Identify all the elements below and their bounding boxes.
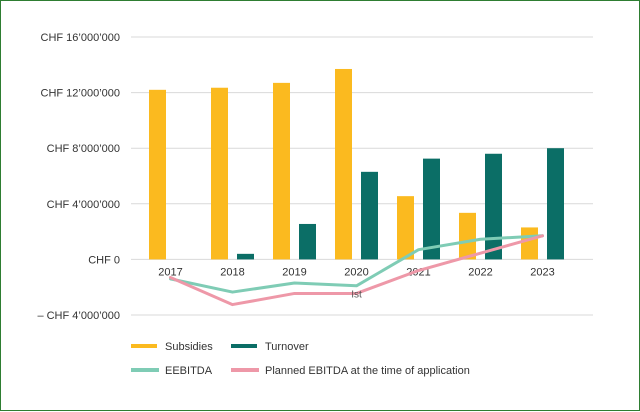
bar-turnover-2018	[237, 253, 254, 260]
bar-turnover-2023	[547, 148, 564, 260]
y-tick-label: CHF 0	[88, 254, 120, 266]
bar-subsidies-2018	[211, 87, 228, 260]
x-tick-label: 2020	[344, 266, 368, 278]
y-tick-label: CHF 12’000’000	[41, 88, 121, 100]
y-tick-label: CHF 8’000’000	[47, 143, 120, 155]
x-tick-label: 2017	[158, 266, 182, 278]
bar-turnover-2020	[361, 171, 378, 260]
y-tick-label: – CHF 4’000’000	[37, 310, 120, 322]
legend-label: EEBITDA	[165, 365, 213, 377]
bar-turnover-2019	[299, 223, 316, 260]
line-planned-ebitda-at-the-time-of-application	[169, 234, 544, 307]
legend-label: Turnover	[265, 341, 309, 353]
y-tick-label: CHF 4’000’000	[47, 199, 120, 211]
bar-subsidies-2021	[397, 196, 414, 260]
bar-turnover-2021	[423, 158, 440, 260]
bar-subsidies-2022	[459, 212, 476, 260]
bar-turnover-2022	[485, 153, 502, 260]
bar-subsidies-2020	[335, 68, 352, 260]
legend-swatch-turnover	[231, 344, 257, 348]
bar-subsidies-2017	[149, 89, 166, 260]
annotation-label: Ist	[351, 289, 362, 300]
x-tick-label: 2022	[468, 266, 492, 278]
x-tick-label: 2019	[282, 266, 306, 278]
bar-subsidies-2019	[273, 82, 290, 260]
x-tick-label: 2023	[530, 266, 554, 278]
legend-label: Subsidies	[165, 341, 213, 353]
legend-swatch-planned-ebitda-at-the-time-of-application	[231, 368, 259, 372]
line-eebitda	[169, 234, 544, 294]
legend-swatch-subsidies	[131, 344, 157, 348]
y-tick-label: CHF 16’000’000	[41, 32, 121, 44]
legend-label: Planned EBITDA at the time of applicatio…	[265, 365, 470, 377]
legend-swatch-eebitda	[131, 368, 159, 372]
x-tick-label: 2018	[220, 266, 244, 278]
bar-subsidies-2023	[521, 227, 538, 260]
